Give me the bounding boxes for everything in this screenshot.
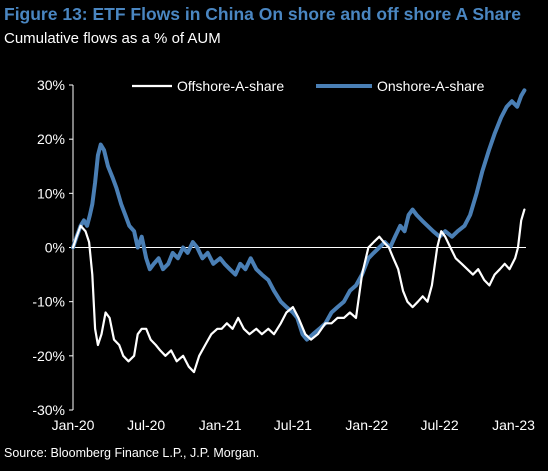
x-tick-label: Jul-21: [274, 417, 312, 433]
x-tick-label: Jan-20: [52, 417, 95, 433]
chart-title: Figure 13: ETF Flows in China On shore a…: [4, 4, 521, 24]
onshore-series-line: [71, 88, 527, 342]
y-tick-label: 0%: [45, 240, 65, 256]
legend-label-onshore: Onshore-A-share: [377, 78, 485, 94]
y-axis: 30% 20% 10% 0% -10% -20% -30%: [32, 77, 74, 418]
y-tick-label: 30%: [37, 77, 65, 93]
y-tick-label: -20%: [32, 348, 65, 364]
offshore-series-line: [71, 208, 526, 374]
y-tick-label: -10%: [32, 294, 65, 310]
x-tick-label: Jan-22: [345, 417, 388, 433]
x-axis: Jan-20 Jul-20 Jan-21 Jul-21 Jan-22 Jul-22 Jan-…: [52, 247, 535, 433]
x-tick-label: Jan-21: [199, 417, 242, 433]
x-tick-label: Jul-22: [421, 417, 459, 433]
y-tick-label: -30%: [32, 402, 65, 418]
legend: Offshore-A-share Onshore-A-share: [132, 78, 485, 94]
x-tick-label: Jan-23: [492, 417, 535, 433]
x-tick-label: Jul-20: [127, 417, 165, 433]
source-note: Source: Bloomberg Finance L.P., J.P. Mor…: [4, 446, 260, 460]
series-lines: [71, 88, 527, 374]
y-tick-label: 20%: [37, 131, 65, 147]
chart-subtitle: Cumulative flows as a % of AUM: [4, 30, 221, 47]
legend-label-offshore: Offshore-A-share: [177, 78, 284, 94]
y-tick-label: 10%: [37, 185, 65, 201]
